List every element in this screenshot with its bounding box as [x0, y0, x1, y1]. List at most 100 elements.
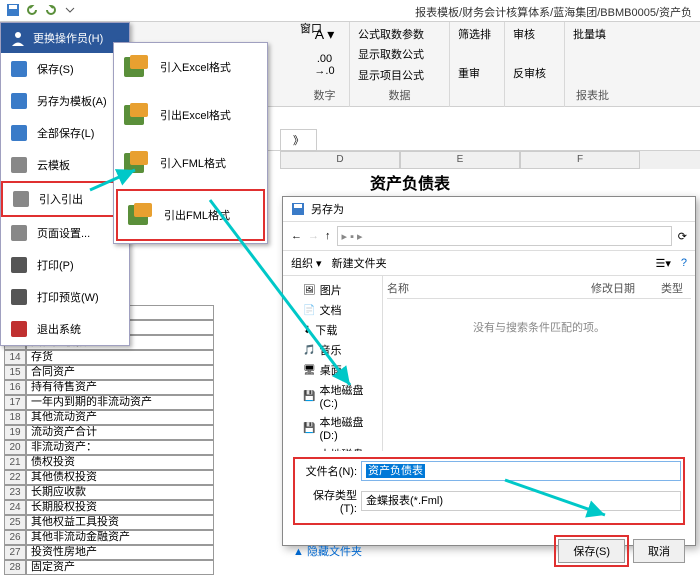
cell[interactable]: 长期股权投资: [26, 500, 214, 515]
save-button[interactable]: 保存(S): [558, 539, 625, 563]
menu-item-saveall[interactable]: 全部保存(L): [1, 117, 129, 149]
ribbon-item[interactable]: 审核: [513, 26, 556, 42]
file-list[interactable]: 名称 修改日期 类型 没有与搜索条件匹配的项。: [383, 276, 695, 451]
row-header[interactable]: 28: [4, 560, 26, 575]
table-row[interactable]: 28 固定资产: [4, 560, 214, 575]
qat-redo-icon[interactable]: [43, 2, 59, 18]
table-row[interactable]: 16 持有待售资产: [4, 380, 214, 395]
new-folder-button[interactable]: 新建文件夹: [332, 255, 387, 271]
cell[interactable]: 其他权益工具投资: [26, 515, 214, 530]
cell[interactable]: 其他流动资产: [26, 410, 214, 425]
ribbon-item[interactable]: 显示取数公式: [358, 46, 441, 62]
tree-item[interactable]: 💾本地磁盘 (D:): [287, 412, 378, 444]
ribbon-item[interactable]: 反审核: [513, 65, 556, 81]
qat-dropdown-icon[interactable]: [62, 2, 78, 18]
ribbon-item[interactable]: 批量填: [573, 26, 612, 42]
tree-item[interactable]: 💾本地磁盘 (C:): [287, 380, 378, 412]
back-icon[interactable]: ←: [291, 230, 302, 242]
table-row[interactable]: 24 长期股权投资: [4, 500, 214, 515]
path-input[interactable]: ▸ ▪ ▸: [337, 226, 672, 246]
menu-item-exit[interactable]: 退出系统: [1, 313, 129, 345]
menu-item-preview[interactable]: 打印预览(W): [1, 281, 129, 313]
row-header[interactable]: 26: [4, 530, 26, 545]
cell[interactable]: 固定资产: [26, 560, 214, 575]
tree-item[interactable]: ⬇下载: [287, 320, 378, 340]
col-f[interactable]: F: [520, 151, 640, 169]
table-row[interactable]: 19 流动资产合计: [4, 425, 214, 440]
hide-folders-link[interactable]: ▲ 隐藏文件夹: [293, 543, 362, 559]
col-e[interactable]: E: [400, 151, 520, 169]
tree-item[interactable]: 🖼图片: [287, 280, 378, 300]
tree-item[interactable]: 🎵音乐: [287, 340, 378, 360]
tree-item[interactable]: 💾本地磁盘 (E:): [287, 444, 378, 451]
cell[interactable]: 合同资产: [26, 365, 214, 380]
cancel-button[interactable]: 取消: [633, 539, 685, 563]
col-name[interactable]: 名称: [387, 280, 591, 296]
table-row[interactable]: 22 其他债权投资: [4, 470, 214, 485]
qat-undo-icon[interactable]: [24, 2, 40, 18]
filetype-select[interactable]: 金蝶报表(*.Fml): [361, 491, 681, 511]
qat-save-icon[interactable]: [5, 2, 21, 18]
row-header[interactable]: 15: [4, 365, 26, 380]
menu-item-import[interactable]: 引入引出▸: [1, 181, 129, 217]
menu-item-page[interactable]: 页面设置...: [1, 217, 129, 249]
forward-icon[interactable]: →: [308, 230, 319, 242]
ribbon-item[interactable]: 筛选排: [458, 26, 496, 42]
cell[interactable]: 其他非流动金融资产: [26, 530, 214, 545]
row-header[interactable]: 20: [4, 440, 26, 455]
row-header[interactable]: 16: [4, 380, 26, 395]
table-row[interactable]: 18 其他流动资产: [4, 410, 214, 425]
table-row[interactable]: 15 合同资产: [4, 365, 214, 380]
tree-item[interactable]: 🖥桌面: [287, 360, 378, 380]
cell[interactable]: 存货: [26, 350, 214, 365]
row-header[interactable]: 18: [4, 410, 26, 425]
ribbon-item[interactable]: 公式取数参数: [358, 26, 441, 42]
table-row[interactable]: 21 债权投资: [4, 455, 214, 470]
col-d[interactable]: D: [280, 151, 400, 169]
cell[interactable]: 流动资产合计: [26, 425, 214, 440]
refresh-icon[interactable]: ⟳: [678, 230, 687, 243]
submenu-fml-in[interactable]: 引入FML格式: [114, 139, 267, 187]
table-row[interactable]: 25 其他权益工具投资: [4, 515, 214, 530]
cell[interactable]: 非流动资产：: [26, 440, 214, 455]
folder-tree[interactable]: 🖼图片📄文档⬇下载🎵音乐🖥桌面💾本地磁盘 (C:)💾本地磁盘 (D:)💾本地磁盘…: [283, 276, 383, 451]
organize-button[interactable]: 组织 ▾: [291, 255, 322, 271]
menu-item-saveas[interactable]: 另存为模板(A): [1, 85, 129, 117]
up-icon[interactable]: ↑: [325, 230, 331, 242]
row-header[interactable]: 21: [4, 455, 26, 470]
table-row[interactable]: 20非流动资产：: [4, 440, 214, 455]
tree-item[interactable]: 📄文档: [287, 300, 378, 320]
table-row[interactable]: 17 一年内到期的非流动资产: [4, 395, 214, 410]
table-row[interactable]: 26 其他非流动金融资产: [4, 530, 214, 545]
submenu-excel-in[interactable]: 引入Excel格式: [114, 43, 267, 91]
ribbon-item[interactable]: 重审: [458, 65, 496, 81]
menu-item-cloud[interactable]: 云模板▸: [1, 149, 129, 181]
filename-input[interactable]: 资产负债表: [361, 461, 681, 481]
row-header[interactable]: 25: [4, 515, 26, 530]
row-header[interactable]: 24: [4, 500, 26, 515]
cell[interactable]: 长期应收款: [26, 485, 214, 500]
col-date[interactable]: 修改日期: [591, 280, 661, 296]
table-row[interactable]: 14 存货: [4, 350, 214, 365]
folder-icon: 💾: [303, 391, 315, 402]
row-header[interactable]: 22: [4, 470, 26, 485]
cell[interactable]: 一年内到期的非流动资产: [26, 395, 214, 410]
cell[interactable]: 其他债权投资: [26, 470, 214, 485]
table-row[interactable]: 23 长期应收款: [4, 485, 214, 500]
col-type[interactable]: 类型: [661, 280, 691, 296]
cell[interactable]: 债权投资: [26, 455, 214, 470]
row-header[interactable]: 23: [4, 485, 26, 500]
ribbon-item[interactable]: 显示项目公式: [358, 67, 441, 83]
view-icon[interactable]: ☰▾: [655, 257, 670, 270]
help-icon[interactable]: ?: [681, 257, 687, 269]
menu-item-save[interactable]: 保存(S): [1, 53, 129, 85]
row-header[interactable]: 14: [4, 350, 26, 365]
row-header[interactable]: 19: [4, 425, 26, 440]
row-header[interactable]: 17: [4, 395, 26, 410]
sheet-tab[interactable]: 》: [280, 129, 317, 151]
menu-header[interactable]: 更换操作员(H): [1, 23, 129, 53]
submenu-fml-out[interactable]: 引出FML格式: [116, 189, 265, 241]
cell[interactable]: 持有待售资产: [26, 380, 214, 395]
submenu-excel-out[interactable]: 引出Excel格式: [114, 91, 267, 139]
menu-item-print[interactable]: 打印(P): [1, 249, 129, 281]
